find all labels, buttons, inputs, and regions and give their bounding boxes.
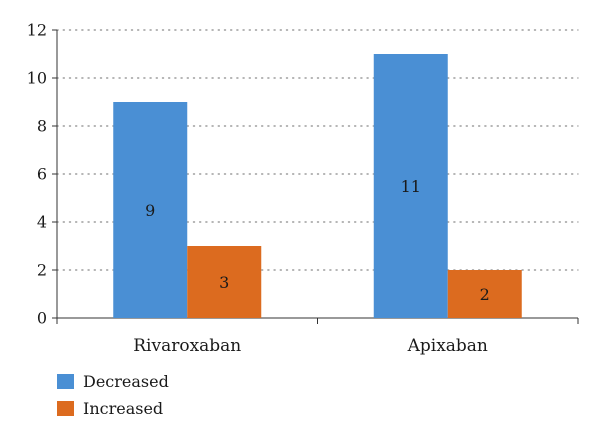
data-label-apixaban-increased: 2: [480, 285, 490, 304]
legend: Decreased Increased: [57, 372, 169, 418]
bar-rivaroxaban-decreased: [113, 102, 188, 318]
data-label-rivaroxaban-increased: 3: [219, 273, 229, 292]
bar-rivaroxaban-increased: [187, 246, 262, 318]
y-tick-label-8: 8: [37, 117, 47, 136]
y-tick-label-2: 2: [37, 261, 47, 280]
y-tick-label-4: 4: [37, 213, 47, 232]
bar-apixaban-increased: [447, 270, 522, 318]
legend-swatch-increased: [57, 401, 74, 416]
data-label-apixaban-decreased: 11: [401, 177, 421, 196]
category-label-apixaban: Apixaban: [407, 336, 488, 356]
y-tick-label-10: 10: [27, 69, 47, 88]
legend-label-increased: Increased: [83, 399, 163, 418]
legend-label-decreased: Decreased: [83, 372, 169, 391]
data-label-rivaroxaban-decreased: 9: [145, 201, 155, 220]
y-tick-label-12: 12: [27, 21, 47, 40]
labels: 9 3 Rivaroxaban 11 2 Apixaban: [133, 177, 490, 356]
bar-apixaban-decreased: [373, 54, 448, 318]
bars: [113, 54, 522, 318]
y-tick-label-6: 6: [37, 165, 47, 184]
axes: 0 2 4 6 8 10 12: [27, 21, 579, 328]
legend-swatch-decreased: [57, 374, 74, 389]
y-tick-label-0: 0: [37, 309, 47, 328]
category-label-rivaroxaban: Rivaroxaban: [133, 336, 241, 356]
